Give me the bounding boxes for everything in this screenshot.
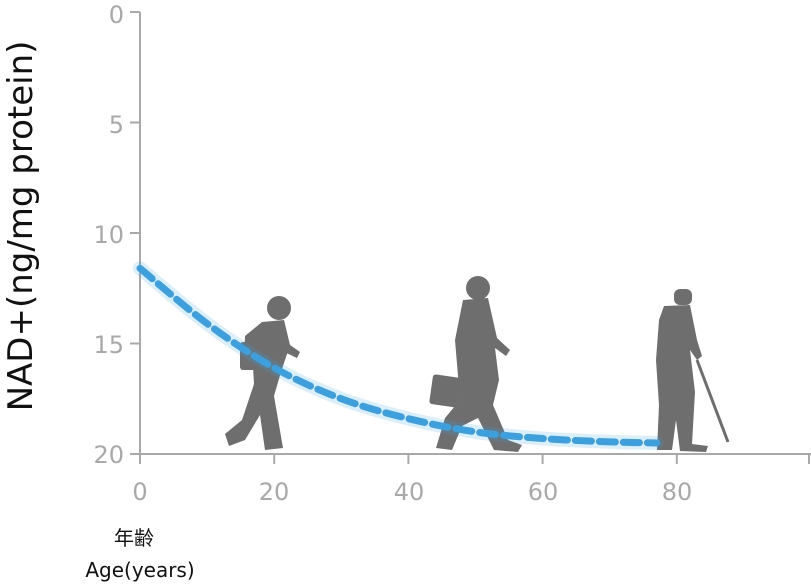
middle-aged-businessman-silhouette — [429, 276, 522, 452]
x-axis-label-ja: 年齢 — [114, 526, 154, 550]
x-tick-label: 40 — [394, 478, 425, 506]
series-line — [136, 264, 661, 447]
x-tick-label: 0 — [132, 478, 147, 506]
young-walking-with-phone-silhouette — [225, 296, 300, 450]
x-tick-label: 20 — [259, 478, 290, 506]
axis-ticks — [130, 11, 810, 464]
series-layer — [133, 261, 664, 450]
elderly-man-with-cane-silhouette — [656, 289, 730, 452]
x-tick-label: 60 — [528, 478, 559, 506]
y-tick-label: 0 — [109, 1, 124, 29]
y-tick-label: 10 — [93, 221, 124, 249]
x-tick-label: 80 — [662, 478, 693, 506]
y-tick-label: 15 — [93, 331, 124, 359]
y-tick-label: 5 — [109, 111, 124, 139]
y-axis-label: NAD+(ng/mg protein) — [1, 41, 41, 412]
y-tick-label: 20 — [93, 441, 124, 469]
x-axis-label: Age(years) — [85, 558, 194, 582]
